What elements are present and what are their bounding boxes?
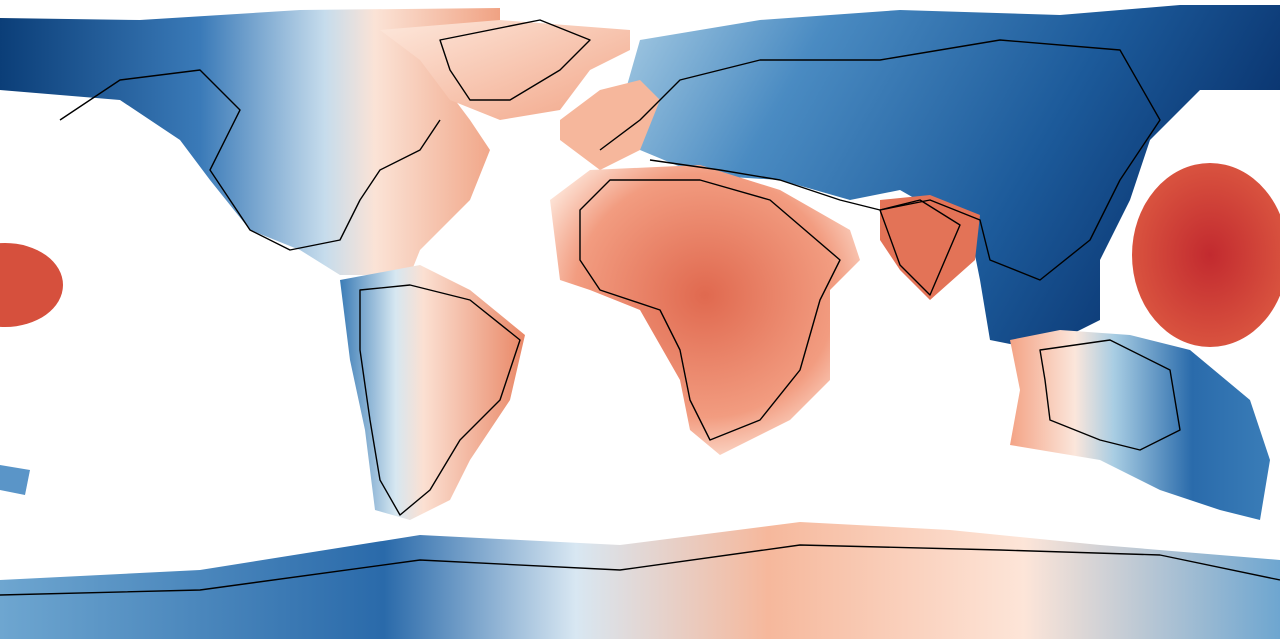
coast-africa: [579, 179, 841, 441]
pacific-east-field: [1132, 163, 1280, 347]
north-america-field: [0, 8, 500, 275]
coastlines: [0, 19, 1280, 596]
coast-north-america: [59, 69, 441, 251]
west-edge-field: [0, 465, 30, 495]
pacific-west-field: [0, 243, 63, 327]
antarctica-field: [0, 522, 1280, 639]
coast-antarctica: [0, 544, 1280, 596]
coast-eurasia: [599, 39, 1161, 281]
coast-south-america: [359, 284, 521, 516]
australia-field: [1010, 330, 1270, 520]
coast-greenland: [439, 19, 591, 101]
india-field: [880, 195, 980, 300]
africa-field: [550, 165, 860, 455]
eurasia-field: [620, 5, 1280, 350]
coast-australia: [1039, 339, 1181, 451]
south-america-field: [340, 265, 525, 520]
greenland-field: [380, 20, 630, 120]
coast-india: [879, 199, 961, 296]
europe-west-field: [560, 80, 660, 170]
